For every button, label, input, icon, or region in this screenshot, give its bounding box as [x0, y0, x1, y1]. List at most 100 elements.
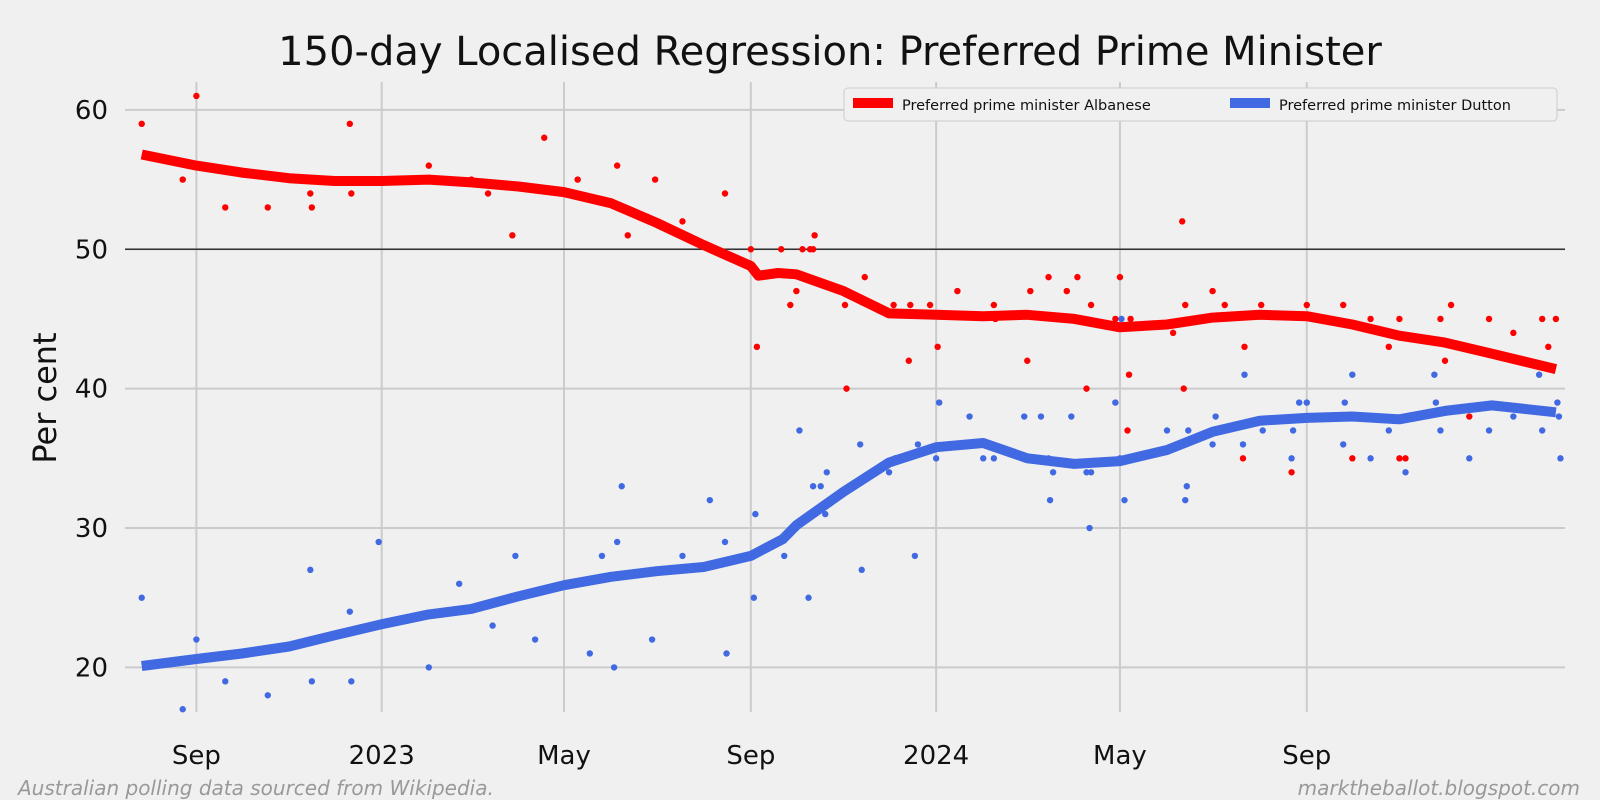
- poll-point-dutton-36: [856, 441, 864, 448]
- poll-point-dutton-17: [598, 552, 606, 560]
- poll-point-dutton-3: [222, 678, 229, 685]
- poll-point-albanese-68: [1396, 315, 1403, 323]
- poll-point-dutton-80: [1432, 399, 1440, 406]
- poll-point-dutton-64: [1209, 441, 1216, 448]
- poll-point-dutton-1: [179, 706, 186, 713]
- poll-point-dutton-27: [752, 510, 759, 518]
- poll-point-dutton-37: [858, 566, 865, 574]
- poll-point-dutton-66: [1239, 441, 1247, 448]
- poll-point-dutton-61: [1182, 496, 1189, 504]
- poll-point-albanese-14: [574, 176, 581, 183]
- poll-point-dutton-54: [1086, 524, 1093, 532]
- poll-point-dutton-58: [1118, 315, 1125, 323]
- poll-point-albanese-51: [1125, 371, 1133, 378]
- poll-point-albanese-45: [1074, 273, 1081, 281]
- poll-point-albanese-58: [1221, 301, 1228, 309]
- poll-point-dutton-25: [723, 650, 730, 657]
- poll-point-albanese-7: [346, 120, 354, 128]
- poll-point-albanese-43: [1045, 273, 1052, 281]
- poll-point-dutton-0: [138, 594, 145, 601]
- poll-point-albanese-2: [193, 92, 200, 100]
- poll-point-albanese-74: [1466, 413, 1473, 420]
- poll-point-albanese-30: [841, 301, 849, 309]
- footer-source: Australian polling data sourced from Wik…: [16, 776, 494, 800]
- poll-point-albanese-17: [624, 232, 631, 239]
- poll-point-albanese-47: [1087, 301, 1095, 309]
- poll-point-albanese-4: [264, 204, 271, 211]
- poll-point-dutton-28: [781, 552, 788, 560]
- poll-point-dutton-48: [1037, 413, 1045, 420]
- poll-point-albanese-9: [425, 162, 432, 169]
- poll-point-dutton-59: [1121, 496, 1128, 504]
- poll-point-dutton-77: [1385, 427, 1392, 434]
- trend-lines: [140, 149, 1558, 671]
- poll-point-albanese-48: [1112, 315, 1119, 323]
- poll-point-albanese-39: [990, 301, 998, 309]
- poll-point-dutton-87: [1554, 399, 1561, 406]
- poll-point-dutton-47: [1021, 413, 1028, 420]
- poll-point-albanese-67: [1385, 343, 1392, 351]
- trend-line-albanese: [140, 149, 1558, 374]
- y-axis-label: Per cent: [26, 332, 64, 463]
- poll-point-albanese-42: [1027, 287, 1034, 295]
- chart-title: 150-day Localised Regression: Preferred …: [278, 29, 1382, 75]
- poll-point-dutton-20: [618, 483, 625, 490]
- poll-point-dutton-88: [1555, 413, 1563, 420]
- poll-point-dutton-89: [1557, 455, 1564, 462]
- poll-point-albanese-57: [1209, 287, 1216, 295]
- poll-point-dutton-2: [193, 636, 200, 643]
- y-tick-label-20: 20: [75, 653, 108, 683]
- poll-point-dutton-71: [1295, 399, 1303, 406]
- poll-point-dutton-38: [885, 469, 893, 476]
- poll-point-dutton-31: [805, 594, 812, 601]
- poll-point-albanese-78: [1545, 343, 1552, 351]
- x-tick-label-5: May: [1093, 741, 1147, 771]
- x-tick-label-3: Sep: [726, 741, 775, 771]
- poll-point-dutton-16: [586, 650, 594, 657]
- poll-point-albanese-29: [811, 232, 818, 239]
- y-tick-label-50: 50: [75, 235, 108, 265]
- poll-point-dutton-24: [721, 538, 729, 546]
- poll-point-albanese-28: [809, 246, 817, 253]
- poll-point-dutton-65: [1212, 413, 1219, 420]
- poll-point-albanese-6: [308, 204, 316, 211]
- y-tick-label-30: 30: [75, 514, 108, 544]
- poll-point-dutton-45: [980, 455, 987, 462]
- poll-point-dutton-10: [425, 664, 432, 671]
- poll-point-dutton-68: [1259, 427, 1266, 434]
- poll-point-albanese-23: [778, 246, 785, 253]
- footer-site: marktheballot.blogspot.com: [1298, 776, 1580, 800]
- poll-point-albanese-13: [541, 134, 548, 141]
- poll-point-dutton-41: [914, 441, 922, 448]
- x-tick-label-2: May: [537, 741, 591, 771]
- poll-point-albanese-77: [1539, 315, 1546, 323]
- poll-point-albanese-44: [1063, 287, 1070, 295]
- poll-point-dutton-72: [1303, 399, 1310, 406]
- poll-point-albanese-46: [1083, 385, 1090, 392]
- x-tick-label-1: 2023: [349, 741, 415, 771]
- poll-point-dutton-32: [809, 483, 817, 490]
- poll-point-albanese-50: [1124, 427, 1131, 434]
- poll-point-dutton-79: [1431, 371, 1438, 378]
- poll-point-albanese-36: [926, 301, 934, 309]
- legend-label-dutton: Preferred prime minister Dutton: [1279, 98, 1511, 114]
- legend-label-albanese: Preferred prime minister Albanese: [902, 98, 1151, 114]
- poll-point-albanese-3: [222, 204, 229, 211]
- poll-point-albanese-55: [1180, 385, 1187, 392]
- poll-point-albanese-49: [1116, 273, 1124, 281]
- poll-point-dutton-34: [822, 510, 829, 518]
- poll-point-albanese-70: [1402, 455, 1409, 462]
- poll-point-dutton-42: [932, 455, 940, 462]
- poll-point-albanese-37: [934, 343, 941, 351]
- poll-point-dutton-6: [308, 678, 316, 685]
- poll-point-albanese-1: [179, 176, 186, 183]
- poll-point-albanese-61: [1258, 301, 1265, 309]
- poll-point-dutton-9: [375, 538, 382, 546]
- poll-point-dutton-60: [1163, 427, 1171, 434]
- poll-point-albanese-18: [651, 176, 659, 183]
- poll-point-albanese-8: [348, 190, 355, 197]
- poll-point-albanese-15: [613, 162, 621, 169]
- poll-point-albanese-56: [1182, 301, 1189, 309]
- poll-point-albanese-26: [799, 246, 806, 253]
